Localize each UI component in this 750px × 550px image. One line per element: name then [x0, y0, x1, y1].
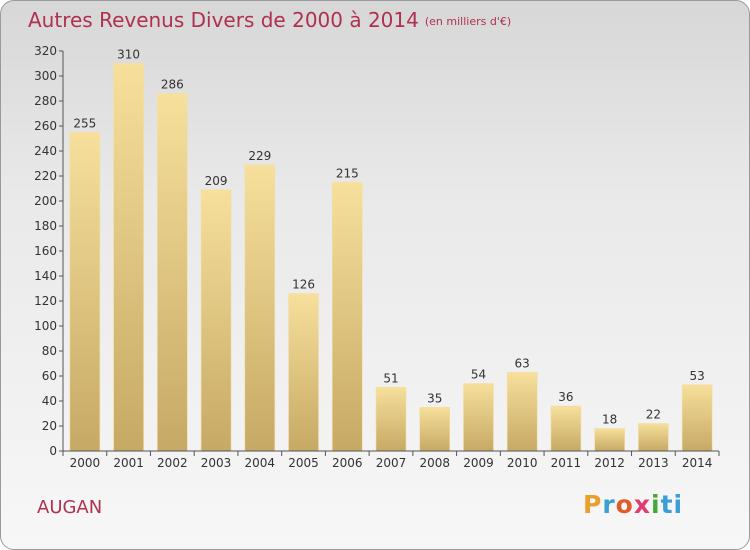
axes-group: 0 20 40 60 80 100 120 140 160 180 200 220 240 260 280 3…	[34, 44, 720, 470]
bar-2011	[550, 405, 582, 452]
bar-2004	[244, 164, 276, 452]
x-tick-label: 2006	[332, 456, 363, 470]
bar-2008	[419, 406, 451, 452]
x-tick-label: 2012	[594, 456, 625, 470]
y-tick-label: 40	[42, 394, 57, 408]
bar-2001	[113, 63, 144, 452]
y-tick-label: 320	[34, 44, 57, 58]
x-tick-label: 2007	[376, 456, 407, 470]
y-tick-label: 80	[42, 344, 57, 358]
y-tick-label: 140	[34, 269, 57, 283]
bar-2010	[506, 371, 538, 452]
y-tick-label: 60	[42, 369, 57, 383]
bar-2007	[375, 386, 407, 452]
logo-letter: o	[615, 490, 634, 519]
y-tick-label: 300	[34, 69, 57, 83]
bar-2014	[681, 384, 713, 452]
logo-letter: ti	[660, 490, 684, 519]
bar-2002	[157, 93, 188, 452]
bar-2005	[288, 293, 319, 452]
x-tick-label: 2010	[507, 456, 538, 470]
bar-value-label: 51	[383, 371, 398, 385]
bar-value-label: 53	[689, 369, 704, 383]
x-tick-label: 2009	[463, 456, 494, 470]
bar-value-label: 215	[336, 166, 359, 180]
bar-value-label: 36	[558, 390, 573, 404]
chart-unit-note: (en milliers d'€)	[424, 15, 512, 28]
y-tick-label: 0	[49, 444, 57, 458]
bar-value-label: 35	[427, 391, 442, 405]
bars-group: 255 310 286 209 229 126 215 51 35 54 63 36 18 22 53	[69, 48, 713, 452]
y-tick-label: 260	[34, 119, 57, 133]
proxiti-logo: Proxiti	[583, 490, 683, 519]
bar-value-label: 209	[205, 174, 228, 188]
logo-letter: i	[651, 490, 661, 519]
x-tick-label: 2001	[113, 456, 144, 470]
y-tick-label: 100	[34, 319, 57, 333]
bar-value-label: 229	[248, 149, 271, 163]
y-tick-label: 200	[34, 194, 57, 208]
commune-name: AUGAN	[37, 497, 103, 518]
logo-letter: r	[602, 490, 616, 519]
y-tick-label: 240	[34, 144, 57, 158]
bar-value-label: 22	[646, 408, 661, 422]
y-tick-label: 160	[34, 244, 57, 258]
x-tick-label: 2005	[288, 456, 319, 470]
bar-value-label: 310	[117, 48, 140, 62]
x-tick-label: 2014	[682, 456, 713, 470]
bar-2000	[69, 131, 101, 452]
chart-title-text: Autres Revenus Divers de 2000 à 2014	[28, 8, 419, 32]
bar-value-label: 63	[515, 356, 530, 370]
x-tick-label: 2003	[201, 456, 232, 470]
bar-2003	[200, 189, 232, 452]
y-tick-label: 180	[34, 219, 57, 233]
x-tick-label: 2011	[551, 456, 582, 470]
bar-2013	[638, 423, 669, 452]
bar-2006	[331, 181, 363, 452]
chart-title: Autres Revenus Divers de 2000 à 2014 (en …	[28, 8, 511, 32]
bar-2009	[463, 383, 494, 452]
y-tick-label: 20	[42, 419, 57, 433]
y-tick-label: 280	[34, 94, 57, 108]
bar-value-label: 126	[292, 278, 315, 292]
bar-2012	[594, 428, 625, 452]
x-tick-label: 2000	[70, 456, 101, 470]
x-tick-label: 2013	[638, 456, 669, 470]
x-tick-label: 2004	[245, 456, 276, 470]
x-tick-label: 2002	[157, 456, 188, 470]
y-tick-label: 120	[34, 294, 57, 308]
bar-value-label: 18	[602, 413, 617, 427]
x-tick-label: 2008	[419, 456, 450, 470]
logo-letter: x	[633, 490, 651, 519]
bar-value-label: 54	[471, 368, 486, 382]
y-tick-label: 220	[34, 169, 57, 183]
logo-letter: P	[583, 490, 603, 519]
bar-value-label: 255	[73, 116, 96, 130]
bar-value-label: 286	[161, 78, 184, 92]
